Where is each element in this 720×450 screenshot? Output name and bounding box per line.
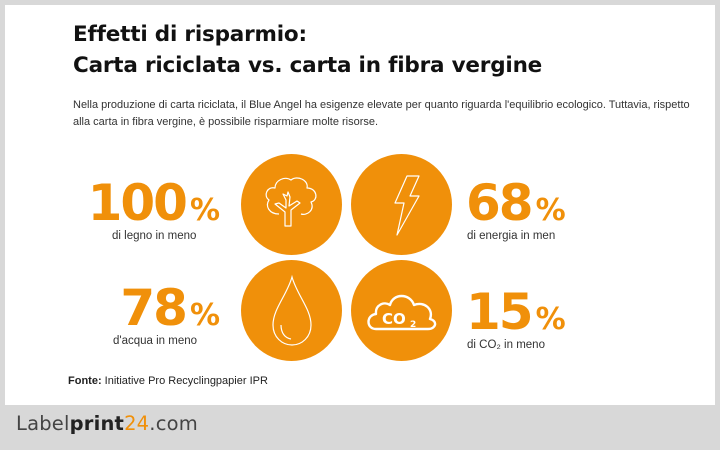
logo-part-label: Label (16, 412, 70, 435)
stat-unit: % (189, 193, 220, 228)
brand-logo[interactable]: Labelprint24.com (16, 412, 198, 435)
stat-number: 100 % (70, 178, 220, 228)
stat-number: 78 % (70, 283, 220, 333)
stat-wood: 100 % di legno in meno (70, 178, 220, 242)
source-text: Initiative Pro Recyclingpapier IPR (101, 375, 268, 387)
stat-unit: % (189, 298, 220, 333)
tree-icon (265, 176, 316, 227)
stat-label: di energia in men (467, 230, 556, 242)
stat-value: 15 (466, 283, 534, 341)
stat-unit: % (535, 302, 566, 337)
stat-water: 78 % d'acqua in meno (70, 283, 220, 347)
tree-circle (241, 154, 342, 255)
stat-value: 78 (120, 279, 188, 337)
page-title: Effetti di risparmio: Carta riciclata vs… (73, 19, 542, 81)
co2-cloud-icon: CO 2 (366, 294, 436, 330)
logo-part-print: print (69, 412, 125, 435)
stat-energy: 68 % di energia in men (466, 178, 616, 242)
stat-value: 100 (87, 174, 188, 232)
stat-label: d'acqua in meno (113, 335, 198, 347)
source-note: Fonte: Initiative Pro Recyclingpapier IP… (68, 375, 268, 387)
stat-label: di legno in meno (112, 230, 197, 242)
stat-unit: % (535, 193, 566, 228)
stat-number: 15 % (466, 287, 616, 337)
source-label: Fonte: (68, 375, 102, 387)
co2-icon-subscript: 2 (410, 320, 416, 330)
stat-value: 68 (466, 174, 534, 232)
stat-label: di CO₂ in meno (467, 339, 545, 351)
water-circle (241, 260, 342, 361)
co2-icon-text: CO (382, 310, 406, 328)
lightning-icon (393, 174, 420, 236)
logo-part-24: 24 (124, 412, 150, 435)
logo-part-com: .com (149, 412, 198, 435)
water-drop-icon (271, 274, 312, 346)
stat-number: 68 % (466, 178, 616, 228)
title-line-2: Carta riciclata vs. carta in fibra vergi… (73, 53, 543, 78)
energy-circle (351, 154, 452, 255)
intro-text: Nella produzione di carta riciclata, il … (73, 99, 690, 128)
title-line-1: Effetti di risparmio: (73, 22, 307, 47)
co2-circle: CO 2 (351, 260, 452, 361)
stat-co2: 15 % di CO₂ in meno (466, 287, 616, 351)
